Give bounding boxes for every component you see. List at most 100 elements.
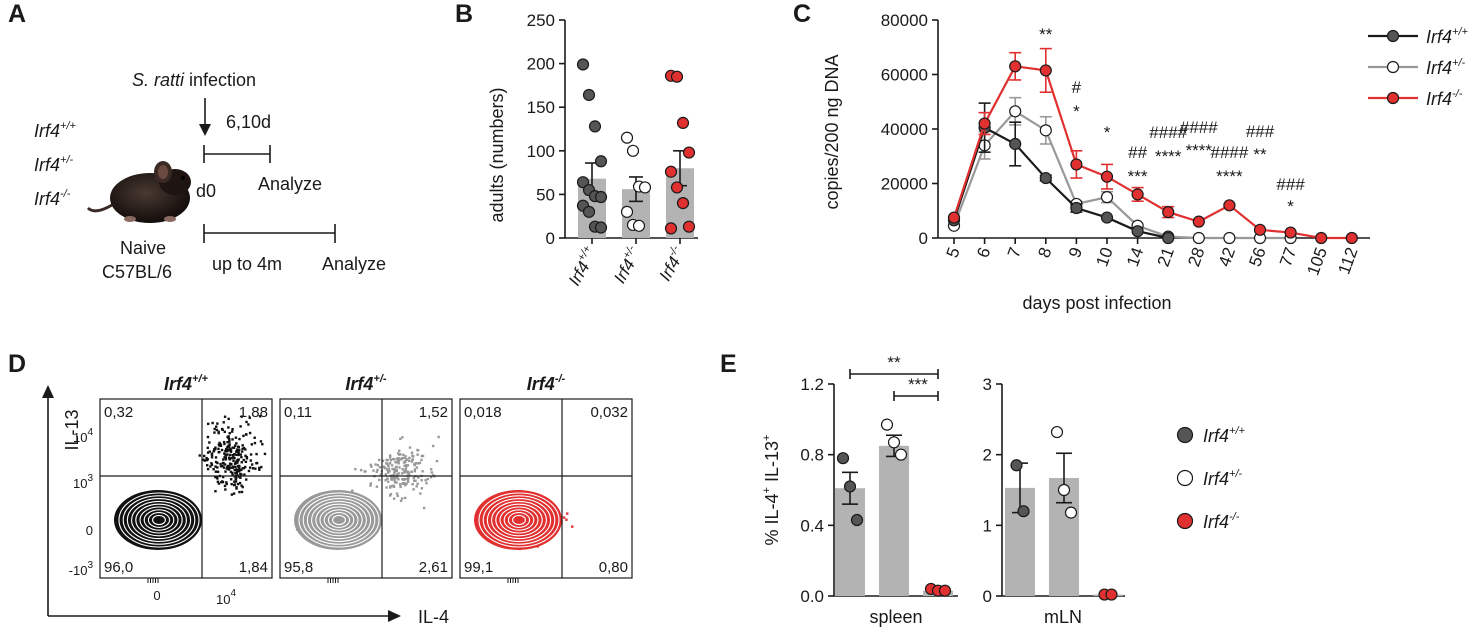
- d-contour: [306, 498, 372, 542]
- e-point: [843, 480, 857, 493]
- d-event: [231, 446, 234, 449]
- d-xtick-label: 104: [216, 588, 236, 607]
- d-quadrant-value: 1,88: [239, 404, 268, 421]
- d-contour: [135, 503, 183, 537]
- d-event: [234, 480, 238, 483]
- d-event: [210, 462, 213, 465]
- d-event: [231, 438, 234, 441]
- d-event: [221, 461, 225, 465]
- d-event: [224, 470, 227, 473]
- d-event: [398, 449, 401, 452]
- c-legend-marker: [1386, 91, 1400, 105]
- e-bar: [879, 445, 909, 596]
- c-significance: ####: [1210, 143, 1248, 162]
- d-event: [237, 470, 241, 473]
- panel-letter-a: A: [8, 0, 26, 28]
- d-event: [219, 465, 223, 468]
- genotype-label: Irf4+/+: [1203, 425, 1245, 446]
- d-event: [359, 468, 363, 472]
- genotype-label: Irf4+/-: [1203, 468, 1242, 489]
- d-event: [235, 448, 239, 451]
- d-event: [227, 449, 231, 452]
- c-point: [1100, 170, 1114, 183]
- d-event: [395, 492, 399, 495]
- e-point: [1057, 483, 1071, 497]
- d-event: [386, 477, 389, 480]
- b-point: [638, 181, 652, 194]
- e-ylabel: % IL-4+ IL-13+: [761, 435, 782, 546]
- d-event: [237, 453, 240, 457]
- d-event: [202, 454, 206, 458]
- d-event: [210, 453, 214, 457]
- d-event: [413, 468, 417, 471]
- c-point: [1162, 231, 1175, 245]
- d-event: [206, 467, 210, 471]
- e-point: [880, 418, 894, 431]
- d-event: [402, 453, 405, 456]
- genotype-label: Irf4+/-: [608, 243, 645, 286]
- d-event: [385, 486, 388, 489]
- c-xtick-label: 14: [1123, 245, 1147, 269]
- c-point: [1131, 225, 1144, 238]
- e-group-label: spleen: [869, 607, 922, 627]
- d-contour: [495, 503, 543, 537]
- d-event: [240, 455, 243, 459]
- d-contour: [503, 509, 535, 531]
- d-event: [374, 463, 377, 466]
- d-event: [236, 461, 239, 464]
- d-event: [363, 470, 366, 473]
- d-contour: [143, 509, 175, 531]
- d-xtick-label: 0: [153, 588, 160, 603]
- d-quadrant-value: 0,11: [284, 404, 312, 421]
- c-ytick-label: 40000: [881, 120, 928, 139]
- d-event: [233, 468, 236, 472]
- analyze-short: Analyze: [258, 174, 322, 194]
- d-event: [565, 518, 568, 521]
- d-event: [213, 427, 216, 431]
- e-point: [1105, 588, 1118, 601]
- d-event: [217, 447, 220, 451]
- d-event: [216, 466, 219, 469]
- d-event: [214, 475, 217, 479]
- d-event: [216, 470, 220, 474]
- d-event: [229, 450, 233, 453]
- c-xtick-label: 8: [1034, 245, 1055, 260]
- c-point: [1162, 206, 1175, 219]
- d-event: [216, 480, 220, 483]
- e-ytick-label: 3: [983, 375, 992, 394]
- d-event: [421, 470, 424, 473]
- d-event: [227, 417, 230, 421]
- d-event: [213, 431, 216, 434]
- d-event: [396, 457, 399, 460]
- d-event: [411, 482, 414, 486]
- e-point: [1064, 506, 1078, 519]
- c-significance: *: [1073, 102, 1080, 121]
- arrowhead-icon: [199, 124, 211, 136]
- chart-d: Irf4+/+ 0,32 1,88 96,0 1,84 Irf4+/- 0,11 1,52 95…: [69, 373, 633, 607]
- c-xtick-label: 56: [1245, 245, 1269, 269]
- chart-e: 0.00.40.81.2spleen*****0123mLNIrf4+/+Irf…: [800, 353, 1245, 627]
- c-point: [1223, 199, 1236, 212]
- d-event: [401, 436, 404, 439]
- d-event: [387, 480, 390, 483]
- d-event: [240, 490, 244, 494]
- d-event: [398, 453, 401, 456]
- d-contour: [507, 512, 531, 528]
- d-event: [240, 484, 243, 487]
- d-event: [208, 450, 211, 453]
- d-event: [404, 467, 407, 471]
- d-event: [243, 473, 246, 476]
- e-point: [1017, 505, 1030, 518]
- d-event: [413, 470, 417, 473]
- b-point: [676, 116, 690, 129]
- c-point: [1100, 191, 1114, 204]
- b-point: [670, 70, 684, 83]
- d-contour: [122, 495, 196, 545]
- d-event: [239, 425, 242, 428]
- d-event: [406, 480, 410, 483]
- c-significance: **: [1253, 145, 1267, 164]
- d-event: [399, 485, 402, 489]
- d-event: [223, 415, 227, 418]
- b-point: [620, 205, 634, 218]
